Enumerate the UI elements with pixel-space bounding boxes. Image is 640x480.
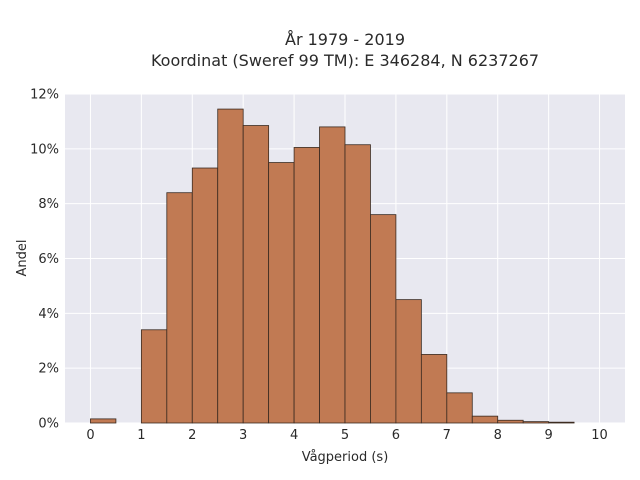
x-tick-label: 3	[239, 428, 247, 443]
histogram-bar	[191, 167, 219, 424]
chart-title-line-2: Koordinat (Sweref 99 TM): E 346284, N 62…	[151, 51, 539, 70]
x-tick-label: 0	[86, 428, 94, 443]
y-tick-label: 12%	[30, 88, 59, 103]
histogram-bar	[344, 144, 371, 424]
y-tick-label: 4%	[38, 307, 59, 322]
histogram-bar	[471, 415, 499, 424]
x-tick-label: 4	[290, 428, 298, 443]
x-tick-label: 5	[341, 428, 349, 443]
histogram-bar	[268, 162, 295, 424]
histogram-bar	[548, 421, 575, 424]
y-tick-label: 6%	[38, 252, 59, 267]
histogram-bar	[293, 147, 320, 424]
histogram-bar	[242, 125, 270, 424]
chart-title-line-1: År 1979 - 2019	[285, 30, 405, 49]
histogram-bar	[217, 108, 244, 424]
x-tick-label: 10	[591, 428, 608, 443]
y-tick-label: 10%	[30, 142, 59, 157]
histogram-bar	[140, 329, 168, 424]
histogram-bar	[90, 418, 117, 424]
x-tick-labels: 0 1 2 3 4 5 6 7 8 9 10	[86, 428, 608, 443]
histogram-bar	[446, 392, 473, 424]
histogram-bar	[522, 421, 550, 424]
x-tick-label: 8	[494, 428, 502, 443]
y-tick-labels: 0% 2% 4% 6% 8% 10% 12%	[30, 88, 59, 432]
histogram-bar	[497, 419, 524, 424]
histogram-bar	[166, 192, 193, 424]
x-tick-label: 6	[392, 428, 400, 443]
bars	[90, 108, 575, 424]
x-tick-label: 9	[544, 428, 552, 443]
x-axis-label: Vågperiod (s)	[302, 450, 389, 465]
x-tick-label: 1	[137, 428, 145, 443]
histogram-bar	[319, 126, 346, 424]
x-tick-label: 7	[443, 428, 451, 443]
histogram-bar	[420, 354, 448, 424]
y-tick-label: 8%	[38, 197, 59, 212]
y-axis-label: Andel	[15, 240, 30, 277]
histogram-bar	[370, 214, 397, 424]
y-tick-label: 0%	[38, 417, 59, 432]
y-tick-label: 2%	[38, 362, 59, 377]
x-tick-label: 2	[188, 428, 196, 443]
histogram-bar	[395, 299, 422, 424]
